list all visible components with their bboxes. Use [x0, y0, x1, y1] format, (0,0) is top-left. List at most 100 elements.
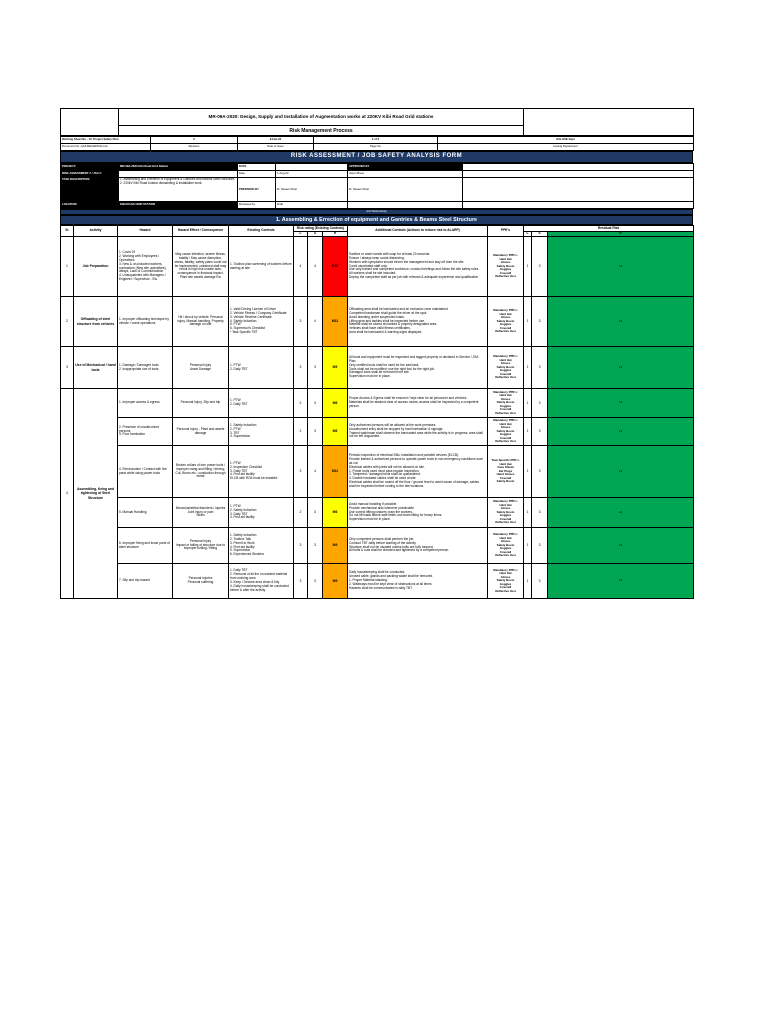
approved-value: Jason Breet: [347, 170, 463, 178]
cell-risk-rating: M6: [321, 497, 349, 528]
cell-severity: 4: [307, 296, 323, 347]
project-label: PROJECT:: [60, 163, 119, 171]
col-header-existing: Existing Controls: [228, 225, 294, 237]
cell-effect: Personal Injury Impact or falling of str…: [172, 527, 229, 564]
cell-existing: 1. Daily TBT 2. Removal of all the un-wa…: [228, 563, 294, 599]
cell-additional: Only authorized persons will be allowed …: [347, 417, 489, 446]
cell-residual-rating: L3: [547, 296, 695, 347]
col-header-additional: Additional Controls (Actions to reduce r…: [347, 225, 489, 237]
cell-risk-rating: M12: [321, 296, 349, 347]
task-description-label: TASK DESCRIPTION:: [60, 177, 119, 202]
info-page-label: Page No: [313, 143, 438, 151]
prepared-by-label: PREPARED BY: [237, 177, 276, 202]
col-header-activity: Activity: [73, 225, 118, 237]
cell-existing: 1. Toolbox plan screening of workers bef…: [228, 236, 294, 297]
document-title: MR-09A-2020: Design, Supply and Installa…: [118, 108, 524, 126]
info-dept-value: Site HSE Dept: [437, 136, 694, 144]
cell-hazard: 5. Manual Handling: [117, 497, 173, 528]
cell-existing: 1. Safety Induction 2. PTW 3. TBT 4. Sup…: [228, 417, 294, 446]
cell-effect: Musculoskeletal disorders / injuries Joi…: [172, 497, 229, 528]
cell-residual-s: 3: [531, 296, 549, 347]
cell-residual-rating: L3: [547, 388, 695, 418]
job-task-strip: Job/Task/Activity: [60, 209, 693, 215]
cell-residual-s: 3: [531, 346, 549, 389]
cell-effect: Personal Injury, Slip and trip: [172, 388, 229, 418]
cell-ppe: Task Specific PPE's: Hard Hat Face Shiel…: [487, 445, 525, 498]
cell-hazard: 4. Electrocution / Contact with live par…: [117, 445, 173, 498]
cell-severity: 3: [307, 497, 323, 528]
approved-by-value: M. Naseer Khan: [347, 177, 463, 202]
cell-residual-l: 1: [523, 445, 533, 498]
cell-additional: Daily housekeeping shall be conducted. U…: [347, 563, 489, 599]
cell-risk-rating: M12: [321, 445, 349, 498]
cell-residual-rating: L3: [547, 527, 695, 564]
meta-blank-5: [462, 201, 694, 209]
date2-label: Date: [237, 170, 276, 178]
table-row: 5. Manual Handling Musculoskeletal disor…: [61, 497, 695, 528]
cell-severity: 3: [307, 527, 323, 564]
table-row: 3 Use of Mechanical / hand tools 1. Dama…: [60, 346, 695, 389]
cell-likelihood: 3: [293, 445, 308, 498]
cell-sr: 2: [60, 296, 74, 347]
cell-additional: Avoid manual handling if possible. Provi…: [347, 497, 489, 528]
approved-label: APPROVED BY: [347, 163, 463, 171]
doc-info: Working Sheet No - 12, Project Safety Pl…: [60, 136, 694, 151]
location-value: KIBI ROAD GRID STATION: [118, 201, 238, 209]
cell-likelihood: 2: [293, 388, 308, 418]
cell-severity: 4: [307, 236, 323, 297]
form-banner-table: RISK ASSESSMENT / JOB SAFETY ANALYSIS FO…: [60, 151, 693, 163]
task-description-value: 1. Assembling and Errection of Equipment…: [118, 177, 238, 202]
cell-ppe: Mandatory PPE's: Hard Hat Gloves Safety …: [487, 346, 525, 389]
cell-residual-l: 1: [523, 497, 533, 528]
table-row: 7. Slip and trip hazard Personal Injurie…: [61, 563, 695, 599]
col-header-sr: Sr: [60, 225, 74, 237]
meta-blank-1: [462, 163, 694, 171]
cell-activity: Offloading of steel structure from vehic…: [73, 296, 118, 347]
cell-effect: May cause Infection, severe illness, fat…: [172, 236, 229, 297]
cell-severity: 3: [307, 346, 323, 389]
cell-residual-l: 1: [523, 346, 533, 389]
cell-residual-rating: L3: [547, 346, 695, 389]
col-header-effect: Hazard Effect / Consequence: [172, 225, 229, 237]
cell-risk-rating: M9: [321, 346, 349, 389]
reviewed-by-value: Draft: [275, 201, 348, 209]
meta-blank-3: [462, 177, 694, 202]
cell-existing: 1. PTW 2. Inspection Checklist 3. Daily …: [228, 445, 294, 498]
project-value: MR-09A-2020 Kibi Road Grid Station: [118, 163, 238, 171]
cell-risk-rating: M6: [321, 388, 349, 418]
ra-number-label: RISK ASSESSMENT # / JSA #:: [60, 170, 119, 178]
cell-residual-s: 3: [531, 236, 549, 297]
ra-number-value: [118, 170, 238, 178]
cell-hazard: 7. Slip and trip hazard: [117, 563, 173, 599]
cell-residual-s: 3: [531, 388, 549, 418]
cell-hazard: 1. Improper access & egress: [117, 388, 173, 418]
cell-activity: Job Preparation: [73, 236, 118, 297]
cell-activity: Assembling, fixing and tightening of Ste…: [73, 388, 118, 599]
col-header-hazard: Hazard: [117, 225, 173, 237]
info-issue-date-value: 9-Feb-22: [237, 136, 314, 144]
cell-risk-rating: H16: [321, 236, 349, 297]
cell-likelihood: 3: [293, 296, 308, 347]
date2-value: 1-Aug-22: [275, 170, 348, 178]
cell-additional: Periodic inspection of electrical DBs, i…: [347, 445, 489, 498]
cell-additional: Offloading area shall be barricaded and …: [347, 296, 489, 347]
col-header-ppe: PPE's: [487, 225, 525, 237]
cell-sr: 3: [60, 346, 74, 389]
cell-risk-rating: M9: [321, 563, 349, 599]
cell-hazard: 1. Damage / Damaged tools 2. Inappropria…: [117, 346, 173, 389]
cell-residual-l: 1: [523, 417, 533, 446]
cell-existing: 1. Safety Induction 2. Toolbox Talk 3. P…: [228, 527, 294, 564]
cell-existing: 1. Valid Driving License of Driver 2. Ve…: [228, 296, 294, 347]
cell-residual-l: 1: [523, 296, 533, 347]
cell-severity: 4: [307, 445, 323, 498]
table-row: 2 Offloading of steel structure from veh…: [60, 296, 695, 347]
cell-likelihood: 2: [293, 417, 308, 446]
cell-effect: Personal Injuries Personal suffering: [172, 563, 229, 599]
cell-ppe: Mandatory PPE's: Hard Hat Gloves Safety …: [487, 236, 525, 297]
info-doc-no: Document No: QA/HSE/GRID/Forms: [60, 143, 151, 151]
cell-effect: Hit / struck by vehicle; Personal injury…: [172, 296, 229, 347]
date-label: DATE: [237, 163, 276, 171]
cell-effect: Broken collars of torn power tools / imp…: [172, 445, 229, 498]
reviewed-by-label: Reviewed by: [237, 201, 276, 209]
cell-residual-s: 3: [531, 527, 549, 564]
